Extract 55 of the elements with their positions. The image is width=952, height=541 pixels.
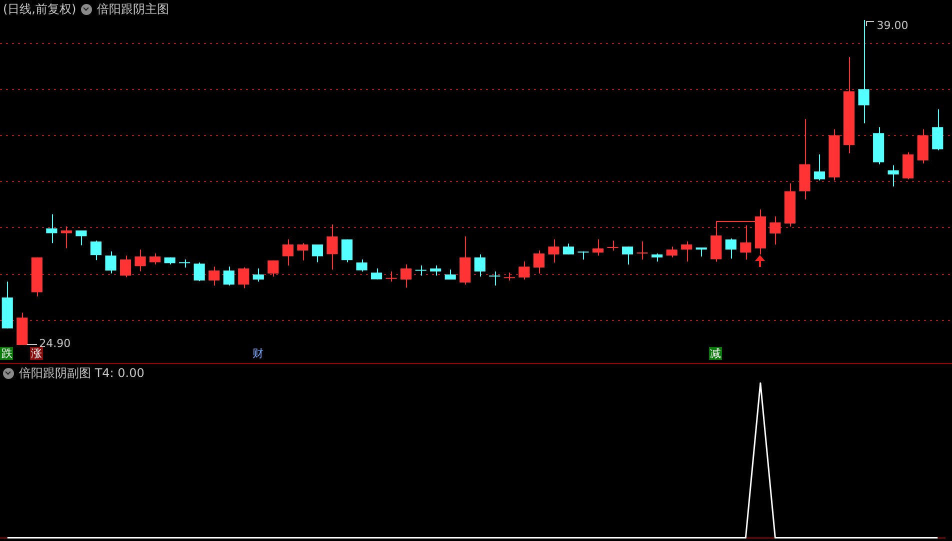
candlestick — [46, 214, 58, 244]
candlestick — [208, 266, 220, 286]
candlestick — [562, 243, 574, 255]
candlestick — [622, 246, 634, 266]
chart-subtitle: 倍阳跟阴主图 — [97, 1, 170, 18]
candlestick — [297, 242, 308, 261]
candlestick — [76, 230, 87, 246]
candlestick — [400, 264, 412, 288]
candlestick — [666, 246, 678, 258]
candlestick — [252, 268, 264, 282]
candlestick — [90, 240, 102, 261]
candlestick — [489, 270, 500, 286]
candlestick — [268, 260, 279, 278]
text: 减 — [709, 347, 722, 360]
candlestick — [740, 224, 752, 260]
chart-title: 倍阳跟阴副图 T4: 0.00 — [19, 365, 144, 382]
candlestick — [386, 270, 397, 282]
candlestick — [636, 241, 648, 260]
candlestick — [238, 266, 250, 289]
candlestick — [341, 238, 353, 263]
candlestick — [518, 261, 530, 280]
candlestick — [607, 240, 618, 251]
annotation: 24.90 — [39, 337, 71, 350]
candlestick — [282, 238, 294, 266]
candlestick — [194, 262, 205, 282]
candlestick — [504, 272, 515, 281]
candlestick — [105, 250, 116, 274]
candlestick — [902, 152, 914, 180]
candlestick — [592, 238, 604, 256]
candlestick — [356, 258, 368, 272]
candlestick — [533, 250, 544, 274]
candlestick — [681, 241, 692, 262]
text: 涨 — [30, 347, 43, 360]
candlestick — [725, 238, 736, 260]
candlestick — [326, 224, 338, 270]
candlestick — [858, 20, 870, 124]
candlestick — [548, 238, 560, 263]
candlestick — [223, 266, 234, 286]
candlestick — [932, 108, 944, 151]
annotation: 39.00 — [876, 19, 908, 32]
chart-title: (日线,前复权) — [3, 1, 76, 18]
candlestick — [312, 244, 323, 263]
candlestick — [415, 264, 426, 276]
candlestick — [474, 254, 486, 278]
candlestick — [430, 264, 442, 276]
candlestick — [120, 255, 132, 278]
candlestick — [770, 216, 781, 246]
candlestick — [134, 249, 146, 272]
candlestick — [370, 268, 382, 280]
candlestick — [710, 235, 722, 262]
candlestick — [150, 252, 161, 265]
candlestick — [888, 164, 899, 187]
candlestick — [814, 154, 826, 181]
text: 跌 — [0, 347, 14, 360]
text: 财 — [251, 347, 264, 360]
